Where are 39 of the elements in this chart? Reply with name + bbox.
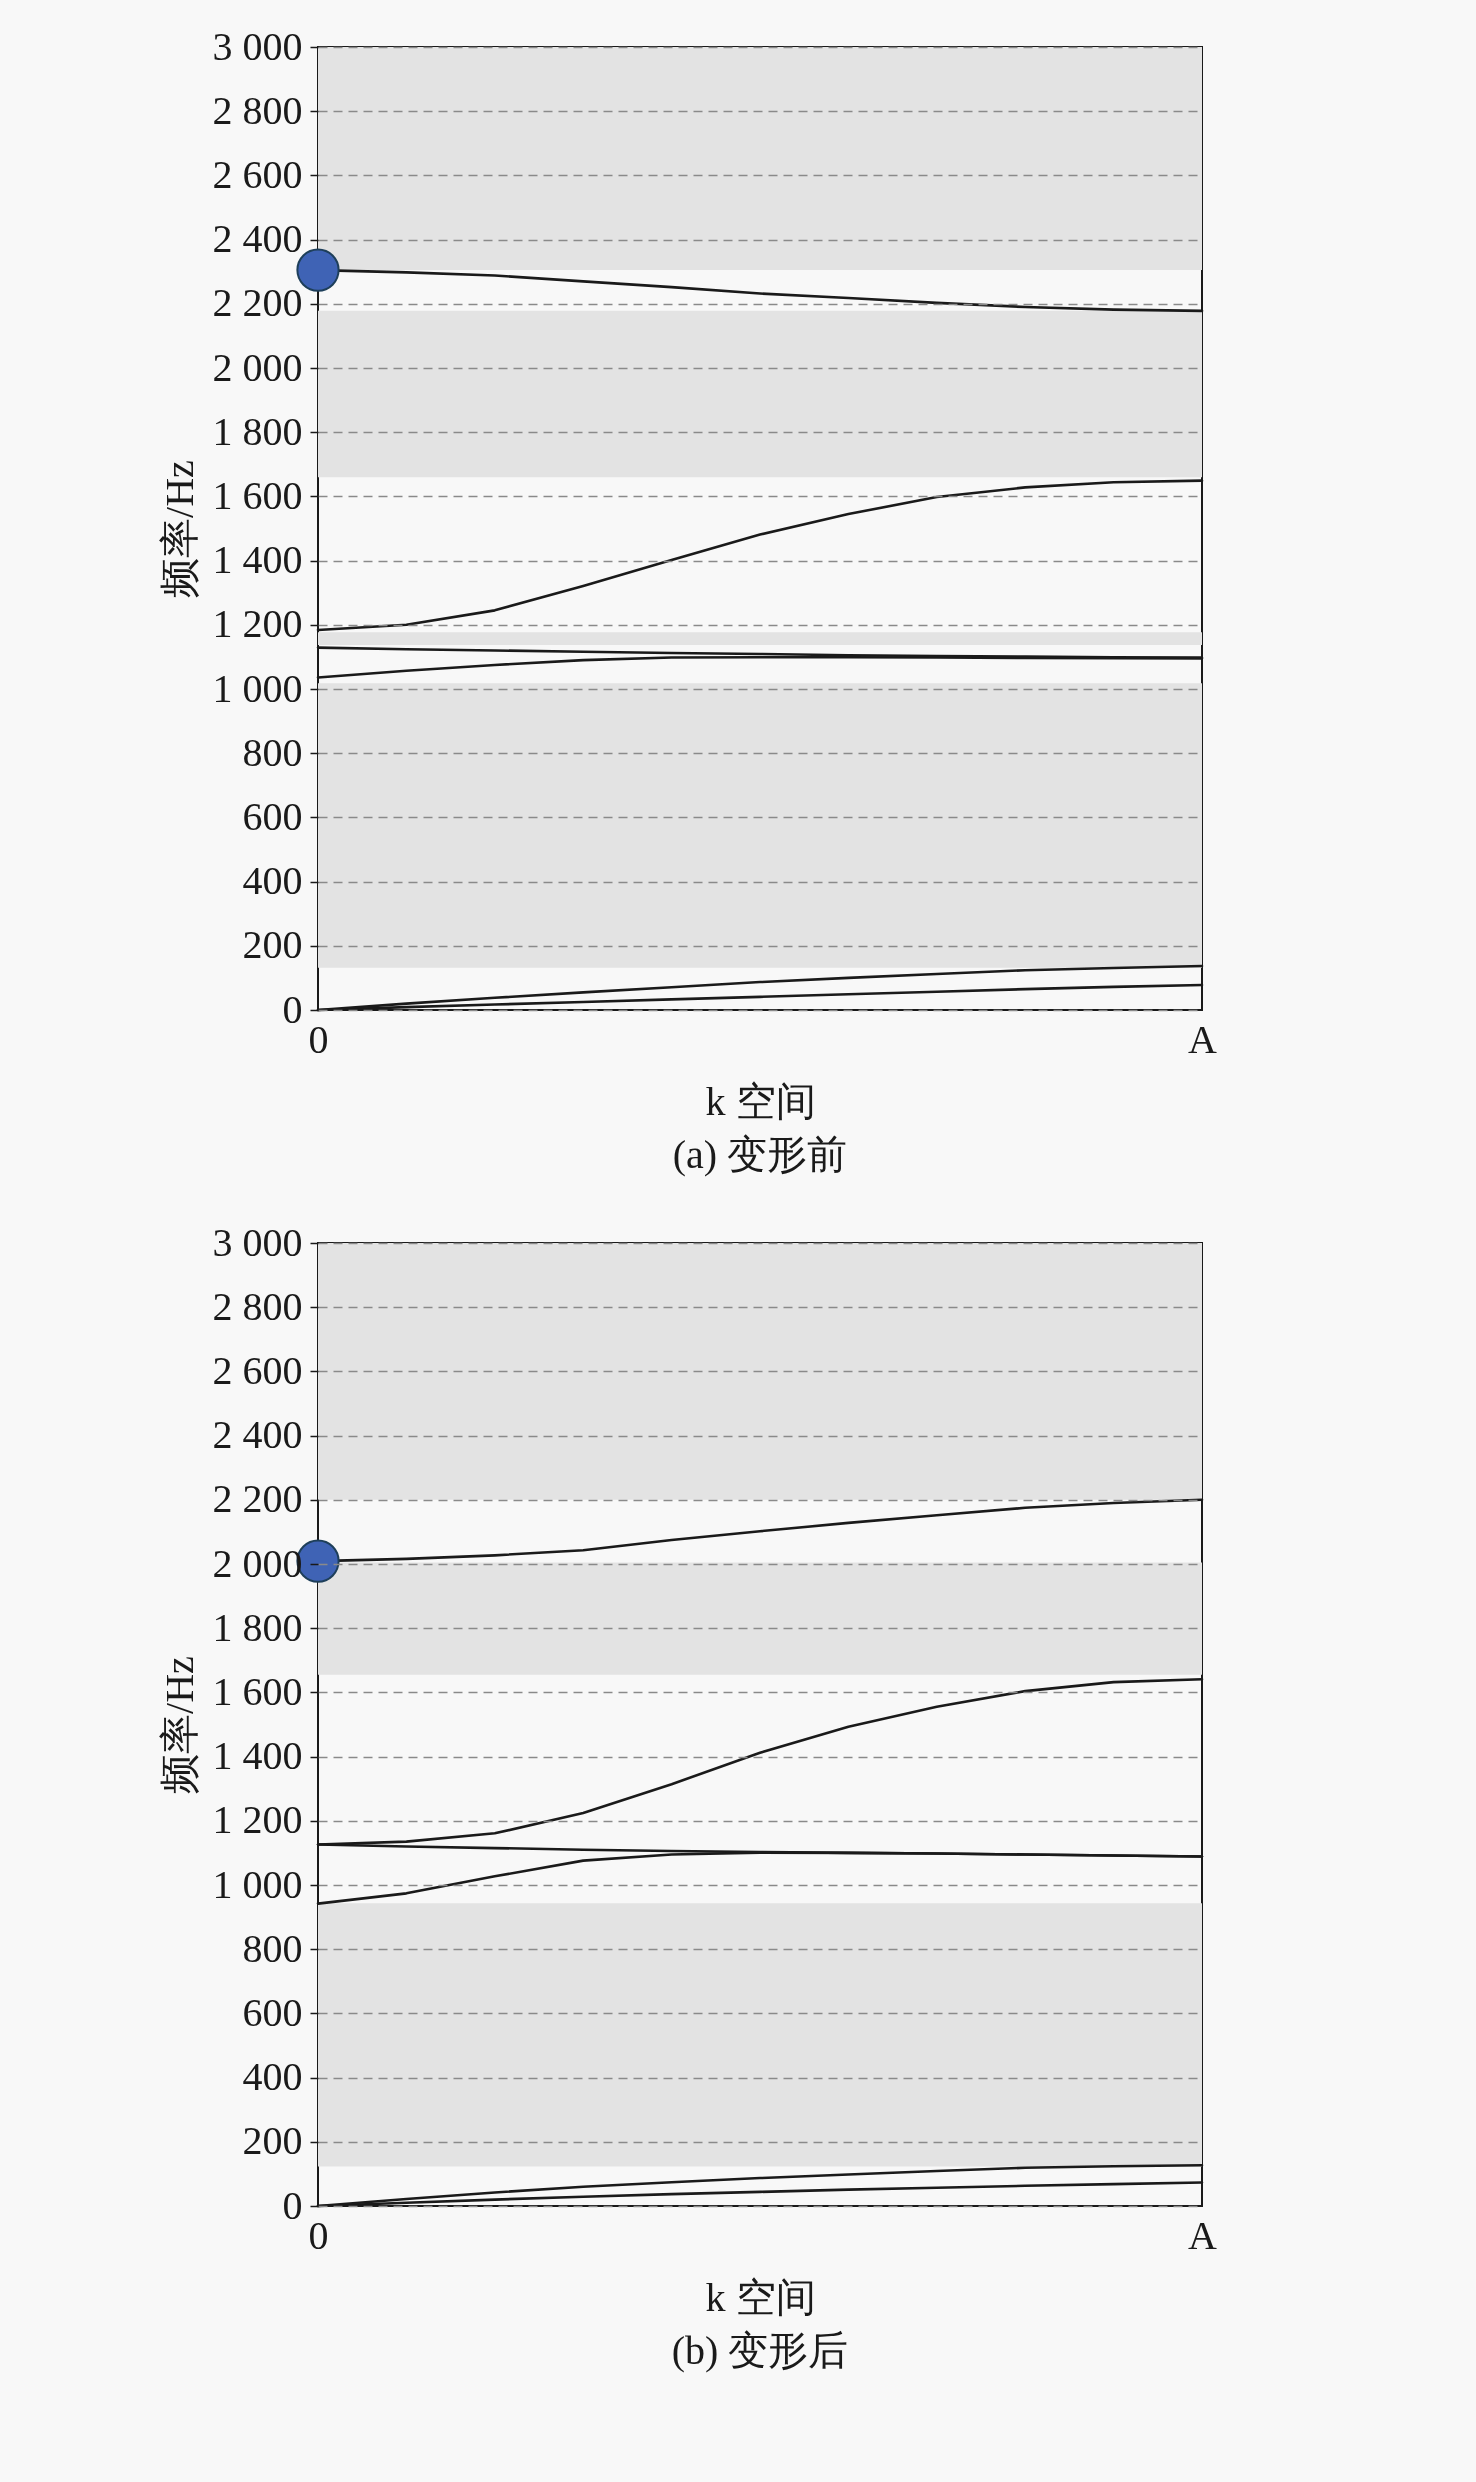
y-tick-label: 2 000 [212,344,303,390]
text: (b) 变形后 [671,2328,849,2373]
y-tick-label: 600 [242,793,303,839]
y-tick-label: 2 600 [212,151,303,197]
y-tick-label: 1 400 [212,537,303,583]
y-tick-label: 1 000 [212,1861,303,1907]
y-tick-label: 2 800 [212,1283,303,1329]
y-tick-label: 1 200 [212,601,303,647]
y-tick-label: 1 600 [212,472,303,518]
x-tick-label: A [1188,2212,1218,2258]
x-axis-title: k 空间 [705,2274,816,2320]
x-tick-label: A [1188,1016,1218,1062]
y-tick-label: 2 200 [212,280,303,326]
y-axis-title: 频率/Hz [156,460,202,598]
y-tick-label: 400 [242,2054,303,2100]
y-tick-label: 1 400 [212,1733,303,1779]
text: (a) 变形前 [672,1132,848,1177]
y-tick-label: 1 600 [212,1668,303,1714]
y-tick-label: 2 600 [212,1347,303,1393]
y-tick-label: 1 800 [212,408,303,454]
y-tick-label: 2 400 [212,216,303,262]
x-axis-title: k 空间 [705,1078,816,1124]
y-tick-label: 1 000 [212,665,303,711]
y-tick-label: 400 [242,858,303,904]
y-tick-label: 3 000 [212,23,303,69]
y-axis-title: 频率/Hz [156,1656,202,1794]
y-tick-label: 1 200 [212,1797,303,1843]
y-tick-label: 1 800 [212,1604,303,1650]
y-tick-label: 800 [242,729,303,775]
y-tick-label: 600 [242,1989,303,2035]
y-tick-label: 200 [242,922,303,968]
y-tick-label: 200 [242,2118,303,2164]
y-tick-label: 2 400 [212,1412,303,1458]
y-tick-label: 0 [282,986,303,1032]
y-tick-label: 2 200 [212,1476,303,1522]
y-tick-label: 0 [282,2182,303,2228]
y-tick-label: 800 [242,1925,303,1971]
y-tick-label: 2 800 [212,87,303,133]
y-tick-label: 3 000 [212,1219,303,1265]
